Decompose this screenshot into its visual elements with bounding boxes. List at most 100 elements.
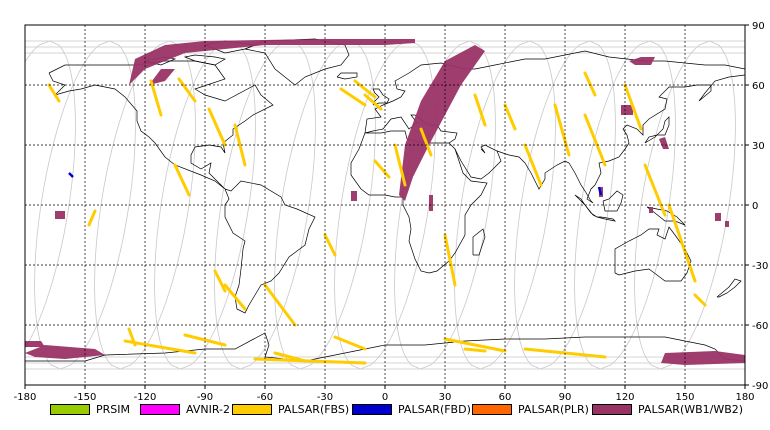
fbs-swath [553,103,571,157]
legend-item-prsim: PRSIM [50,401,130,417]
lat-tick-label: 90 [752,21,765,32]
fbs-swath [419,127,433,157]
fbs-swath [233,123,247,167]
wb-swath [351,191,357,201]
lon-tick-label: 120 [615,392,634,403]
lon-tick-label: 60 [499,392,512,403]
coastline [224,180,316,314]
legend-label-palsar-wb: PALSAR(WB1/WB2) [638,402,744,416]
coastline [364,114,458,144]
fbs-swath [443,337,507,353]
graticule-grid [25,25,745,385]
coastline [644,116,670,144]
fbs-swath [473,93,487,127]
wb-swath [725,221,729,227]
fbs-swath [463,347,487,353]
fbs-swath [583,71,597,97]
coastline [496,74,745,204]
fbd-swath [597,186,603,196]
fbs-swath [223,283,247,311]
coastline [454,144,502,180]
legend-item-palsar-fbd: PALSAR(FBD) [352,401,471,417]
wb-swath [661,351,745,365]
wb-swath [715,213,721,221]
lat-tick-label: -30 [752,261,768,272]
lon-tick-label: 30 [439,392,452,403]
lat-tick-label: -60 [752,321,768,332]
coastline [602,190,624,212]
wb-swath [55,211,65,219]
lon-tick-label: -60 [257,392,273,403]
wb-swath [621,105,633,115]
fbs-swath [339,87,367,107]
legend-label-prsim: PRSIM [96,402,130,416]
fbs-swath [47,83,61,103]
fbs-swath [263,283,297,327]
legend-label-palsar-fbs: PALSAR(FBS) [278,402,350,416]
fbs-swath [333,335,367,351]
lon-tick-label: -150 [74,392,97,403]
coastline [574,194,598,218]
legend: PRSIM AVNIR-2 PALSAR(FBS) PALSAR(FBD) PA… [0,401,770,423]
legend-label-palsar-plr: PALSAR(PLR) [518,402,589,416]
lat-tick-label: 30 [752,141,765,152]
lat-tick-label: -90 [752,381,768,392]
fbs-swath [643,163,667,217]
lon-tick-label: 0 [382,392,388,403]
lat-tick-label: 0 [752,201,758,212]
fbs-swath [213,269,227,293]
wb-swath [629,57,655,65]
legend-swatch-palsar-plr [472,403,512,415]
fbs-swath [353,79,377,99]
lon-tick-label: -180 [14,392,37,403]
fbs-swath [503,103,517,131]
wb-swath [129,39,415,85]
fbs-swath [149,79,163,117]
legend-swatch-palsar-fbd [352,403,392,415]
lon-tick-label: 90 [559,392,572,403]
coastline [596,216,617,222]
coastline [48,60,274,190]
coastline [350,132,488,274]
legend-swatch-palsar-wb [592,403,632,415]
fbs-swath [583,113,607,167]
legend-item-palsar-wb: PALSAR(WB1/WB2) [592,401,743,417]
wb-swath [25,341,45,347]
fbs-swath [693,293,707,307]
legend-swatch-avnir2 [140,403,180,415]
fbs-swath [253,357,367,365]
wb-swath [149,69,175,85]
wb-swath [399,45,485,201]
fbs-swath [173,163,191,197]
coastline [716,278,742,298]
wb-swath [649,207,653,213]
wb-swath [659,137,669,149]
coastline [336,72,358,80]
fbs-swath [323,233,337,257]
fbs-swath [393,143,407,187]
fbs-swath [523,143,543,187]
fbs-swath [623,83,643,131]
coastline [372,88,390,106]
acquisition-swaths [25,39,745,365]
fbs-swath [87,209,97,227]
legend-label-palsar-fbd: PALSAR(FBD) [398,402,471,416]
legend-item-palsar-plr: PALSAR(PLR) [472,401,589,417]
legend-item-avnir2: AVNIR-2 [140,401,230,417]
wb-swath [25,345,105,359]
lon-tick-label: -90 [197,392,213,403]
fbs-swath [363,93,383,111]
fbs-swath [443,233,457,287]
fbs-swath [183,333,227,347]
fbs-swath [177,77,197,103]
lon-tick-label: -120 [134,392,157,403]
lon-tick-label: -30 [317,392,333,403]
coastline [472,228,486,256]
longitude-tick-labels: -180 -150 -120 -90 -60 -30 0 30 60 90 120 150 180 [14,385,755,403]
fbs-swath [123,339,197,355]
lat-tick-label: 60 [752,81,765,92]
latitude-tick-labels: 90 60 30 0 -30 -60 -90 [745,21,768,392]
legend-swatch-prsim [50,403,90,415]
fbs-swath [373,159,391,179]
